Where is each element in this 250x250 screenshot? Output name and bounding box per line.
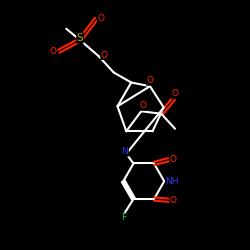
Text: O: O — [101, 50, 108, 59]
Text: O: O — [146, 76, 154, 85]
Text: O: O — [50, 47, 57, 56]
Text: F: F — [121, 213, 126, 222]
Text: O: O — [97, 14, 104, 23]
Text: O: O — [139, 101, 146, 110]
Text: O: O — [170, 155, 177, 164]
Text: N: N — [122, 147, 128, 156]
Text: S: S — [77, 33, 83, 43]
Text: O: O — [170, 196, 177, 205]
Text: O: O — [172, 89, 178, 98]
Text: NH: NH — [166, 177, 179, 186]
